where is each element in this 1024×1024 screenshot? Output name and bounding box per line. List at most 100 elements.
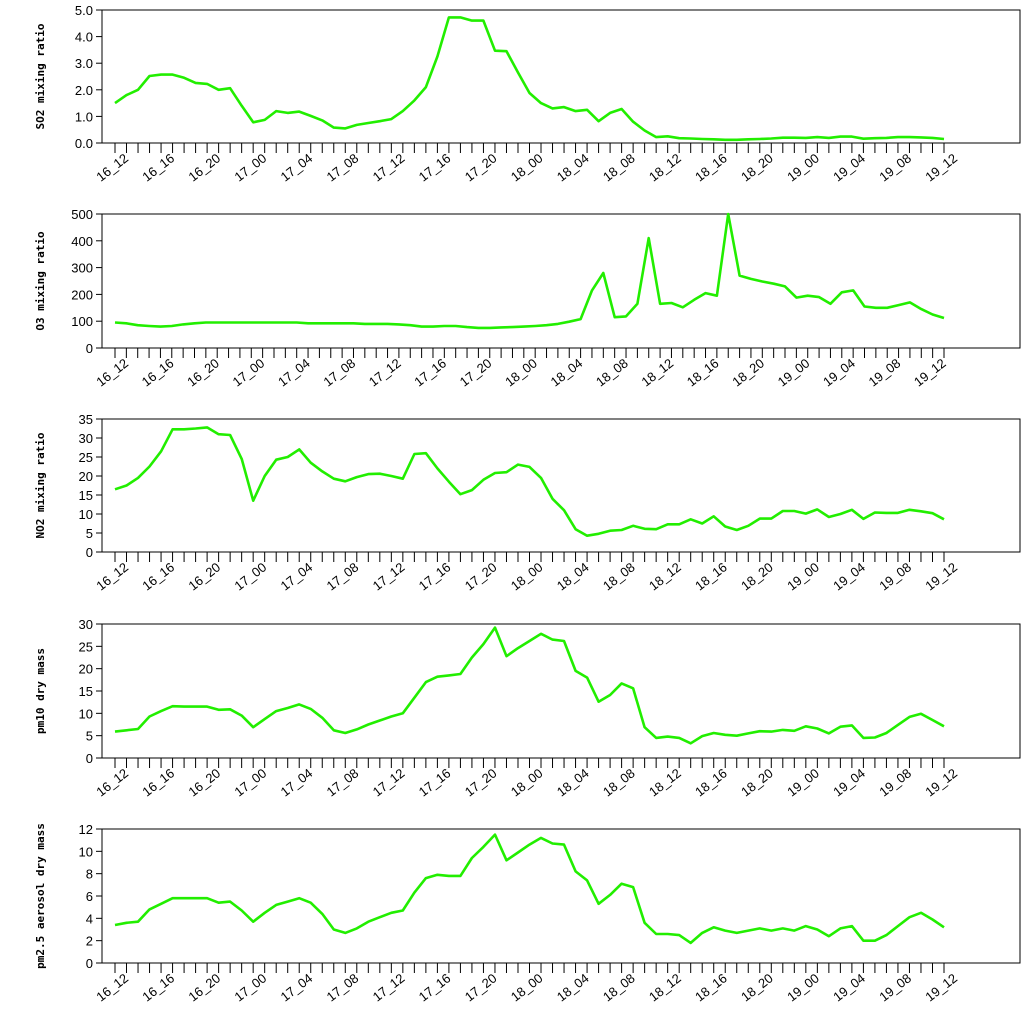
x-tick-label: 19_04 [820,355,858,389]
x-tick-label: 17_20 [462,765,500,799]
x-tick-label: 18_12 [646,150,684,184]
y-tick-label: 4.0 [75,30,93,45]
x-tick-label: 19_00 [775,355,813,389]
x-tick-label: 18_16 [692,559,730,593]
y-tick-label: 30 [79,617,93,632]
y-tick-label: 5 [86,729,93,744]
y-tick-label: 100 [71,314,93,329]
x-tick-label: 17_04 [278,559,316,593]
x-tick-label: 17_00 [232,970,270,1004]
x-tick-label: 17_16 [411,355,449,389]
x-tick-label: 18_20 [738,970,776,1004]
y-tick-label: 5 [86,526,93,541]
x-tick-label: 16_16 [139,970,177,1004]
x-tick-label: 18_08 [600,970,638,1004]
y-tick-label: 12 [79,822,93,837]
x-tick-label: 18_04 [554,765,592,799]
x-tick-label: 19_12 [922,559,960,593]
y-tick-label: 2.0 [75,83,93,98]
x-tick-label: 18_04 [548,355,586,389]
plot-frame [101,213,1021,349]
x-tick-label: 16_20 [184,355,222,389]
x-tick-label: 17_08 [320,355,358,389]
x-tick-label: 16_12 [93,765,131,799]
x-tick-label: 16_12 [93,355,131,389]
y-tick-label: 0 [86,545,93,560]
x-tick-label: 19_00 [784,765,822,799]
y-tick-label: 200 [71,287,93,302]
y-axis-label: pm2.5 aerosol dry mass [34,823,47,969]
y-tick-label: 1.0 [75,109,93,124]
y-tick-label: 20 [79,469,93,484]
y-tick-label: 3.0 [75,56,93,71]
x-tick-label: 18_04 [554,970,592,1004]
x-tick-label: 17_12 [370,150,408,184]
x-tick-label: 17_12 [370,559,408,593]
x-tick-label: 17_20 [462,970,500,1004]
plot-frame [101,418,1021,553]
x-tick-label: 18_12 [646,765,684,799]
y-tick-label: 4 [86,911,93,926]
x-tick-label: 18_08 [600,150,638,184]
y-tick-label: 0 [86,751,93,766]
x-tick-label: 19_08 [876,559,914,593]
x-tick-label: 18_20 [738,150,776,184]
x-tick-label: 17_04 [278,765,316,799]
y-tick-label: 10 [79,507,93,522]
y-tick-label: 15 [79,684,93,699]
y-tick-label: 25 [79,639,93,654]
x-tick-label: 18_00 [508,970,546,1004]
x-tick-label: 19_04 [830,765,868,799]
x-tick-label: 16_16 [139,150,177,184]
y-tick-label: 10 [79,706,93,721]
y-axis-label: O3 mixing ratio [34,231,47,331]
x-tick-label: 17_00 [232,765,270,799]
x-tick-label: 16_20 [185,559,223,593]
x-tick-label: 17_08 [324,970,362,1004]
y-tick-label: 25 [79,450,93,465]
x-tick-label: 19_12 [911,355,949,389]
x-tick-label: 19_04 [830,559,868,593]
x-tick-label: 17_16 [416,559,454,593]
x-tick-label: 18_20 [738,559,776,593]
y-axis-label: NO2 mixing ratio [34,432,47,538]
x-tick-label: 16_12 [93,150,131,184]
x-tick-label: 18_00 [508,765,546,799]
series-line [114,16,945,142]
x-tick-label: 18_08 [600,559,638,593]
x-tick-label: 19_00 [784,970,822,1004]
plot-frame [101,623,1021,759]
y-tick-label: 8 [86,867,93,882]
x-tick-label: 17_20 [457,355,495,389]
x-tick-label: 17_08 [324,559,362,593]
x-tick-label: 16_20 [185,150,223,184]
x-tick-label: 19_12 [922,150,960,184]
x-tick-label: 19_00 [784,150,822,184]
x-tick-label: 18_16 [692,765,730,799]
y-tick-label: 30 [79,431,93,446]
y-tick-label: 0 [86,956,93,971]
x-tick-label: 19_04 [830,150,868,184]
x-tick-label: 17_12 [370,970,408,1004]
y-tick-label: 10 [79,844,93,859]
x-tick-label: 17_00 [232,150,270,184]
x-tick-label: 18_12 [646,559,684,593]
x-tick-label: 18_12 [646,970,684,1004]
x-tick-label: 17_04 [275,355,313,389]
x-tick-label: 16_12 [93,559,131,593]
y-tick-label: 35 [79,412,93,427]
y-tick-label: 20 [79,662,93,677]
series-line [114,833,945,945]
x-tick-label: 17_16 [416,150,454,184]
x-tick-label: 18_04 [554,559,592,593]
x-tick-label: 18_08 [600,765,638,799]
y-tick-label: 0 [86,341,93,356]
x-tick-label: 19_08 [876,150,914,184]
x-tick-label: 19_12 [922,765,960,799]
series-line [114,426,945,538]
y-tick-label: 400 [71,234,93,249]
